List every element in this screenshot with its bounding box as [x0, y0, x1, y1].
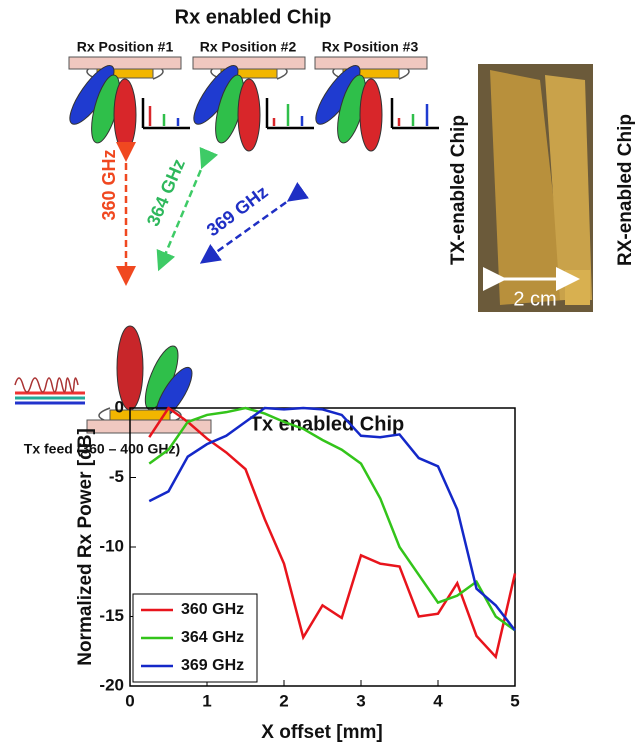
photo-label: RX-enabled Chip — [615, 114, 636, 266]
link-label: 364 GHz — [143, 156, 189, 229]
y-tick-label: -20 — [99, 675, 124, 694]
legend-label: 364 GHz — [181, 629, 244, 646]
y-tick-label: -10 — [99, 536, 124, 555]
rx-title: Rx enabled Chip — [175, 6, 332, 28]
rx-chip — [309, 57, 427, 151]
y-tick-label: -5 — [109, 467, 124, 486]
photo: 2 cm — [478, 64, 593, 312]
diagram: Rx enabled Chip Rx Position #1 Rx Positi… — [15, 6, 636, 456]
tx-feed: Tx feed (360 – 400 GHz) — [24, 441, 180, 457]
rx-spectra — [143, 98, 439, 128]
x-tick-label: 4 — [433, 691, 443, 710]
x-tick-label: 5 — [510, 691, 519, 710]
x-axis-label: X offset [mm] — [261, 722, 382, 743]
x-tick-label: 0 — [125, 691, 134, 710]
rx-chip — [63, 57, 181, 151]
y-axis-label: Normalized Rx Power [dB] — [75, 428, 96, 666]
page: {"diagram": {"rx_title": "Rx enabled Chi… — [0, 0, 639, 748]
link-label: 360 GHz — [99, 149, 119, 220]
x-tick-label: 3 — [356, 691, 365, 710]
rx-position: Rx Position #1 — [77, 39, 174, 55]
y-tick-label: 0 — [115, 397, 124, 416]
figure: Rx enabled Chip Rx Position #1 Rx Positi… — [0, 0, 639, 748]
x-tick-label: 2 — [279, 691, 288, 710]
rx-position: Rx Position #3 — [322, 39, 419, 55]
photo-label: TX-enabled Chip — [448, 115, 469, 265]
link-label: 369 GHz — [203, 182, 272, 241]
rx-position: Rx Position #2 — [200, 39, 297, 55]
legend-label: 369 GHz — [181, 657, 244, 674]
x-tick-label: 1 — [202, 691, 211, 710]
photo-scale: 2 cm — [513, 288, 556, 310]
y-tick-label: -15 — [99, 606, 124, 625]
legend-label: 360 GHz — [181, 601, 244, 618]
